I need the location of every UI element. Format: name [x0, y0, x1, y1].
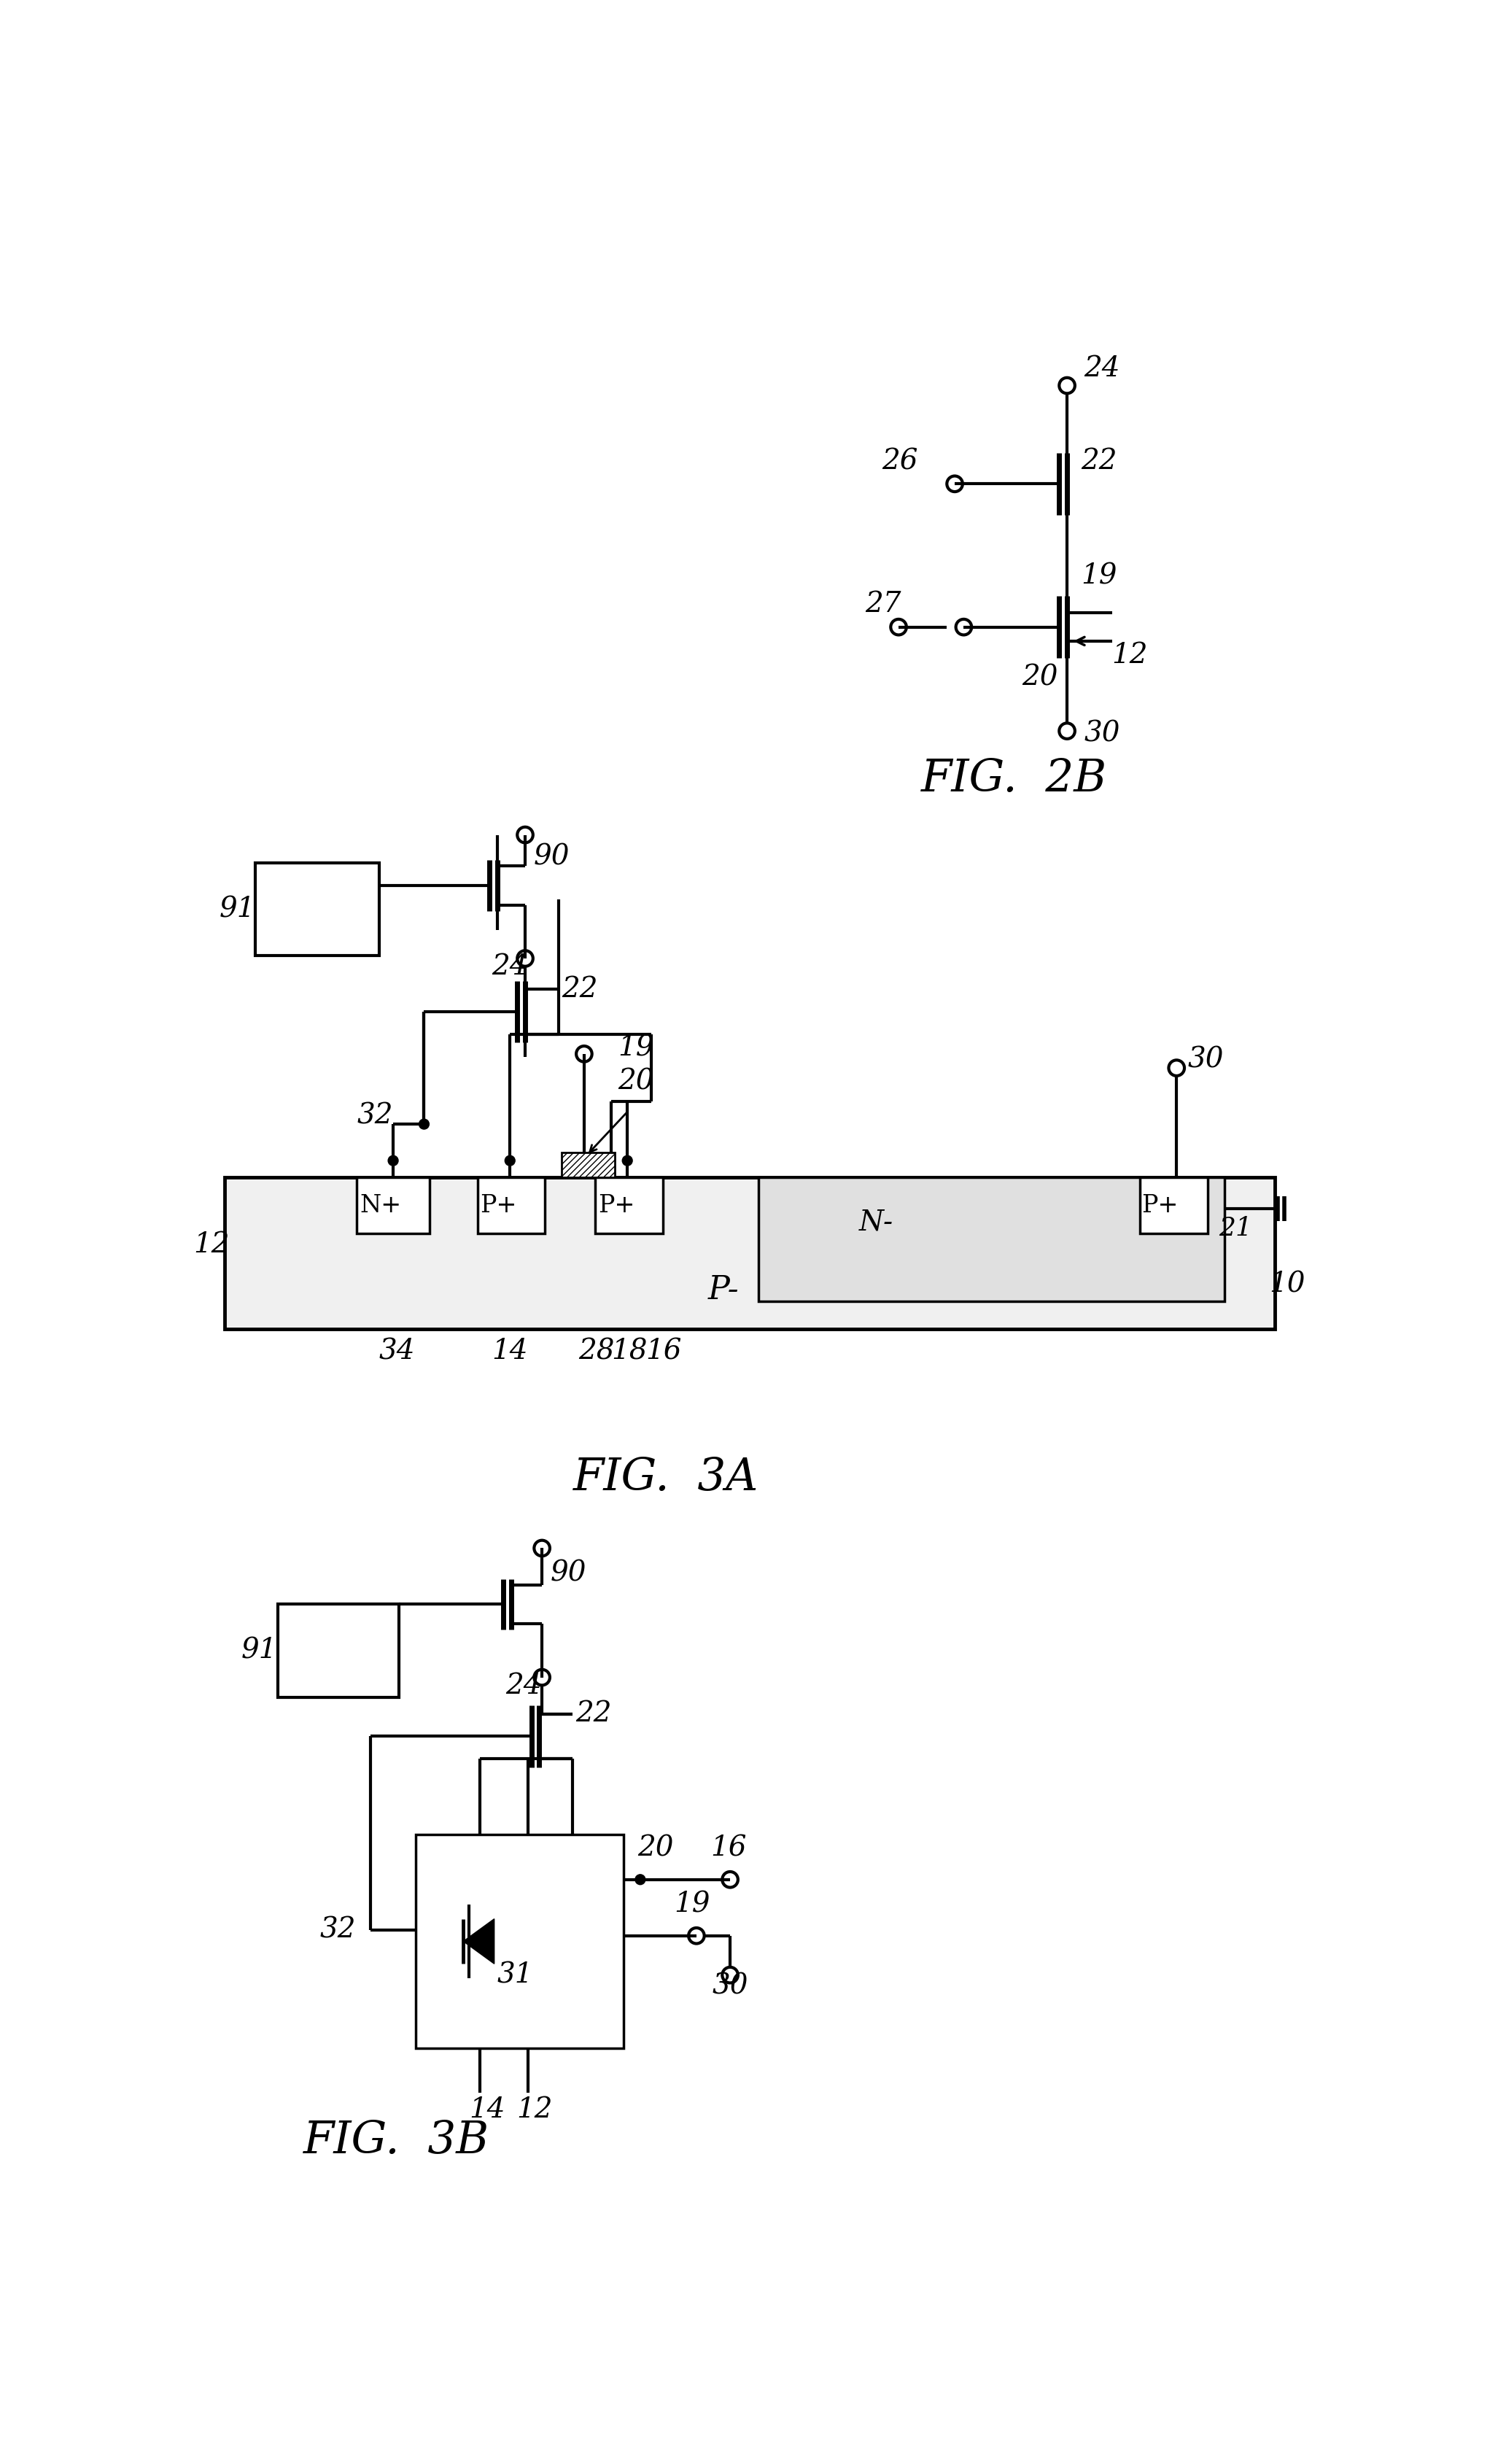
- Text: 19: 19: [674, 1892, 710, 1919]
- Bar: [357, 1178, 430, 1234]
- Text: N-: N-: [860, 1210, 894, 1237]
- Bar: [478, 1178, 545, 1234]
- Circle shape: [388, 1156, 398, 1165]
- Text: 24: 24: [505, 1673, 542, 1700]
- Circle shape: [505, 1156, 515, 1165]
- Bar: [415, 1836, 623, 2048]
- Circle shape: [622, 1156, 632, 1165]
- Text: P+: P+: [598, 1195, 635, 1217]
- Text: P+: P+: [1141, 1195, 1177, 1217]
- Bar: [225, 1178, 1275, 1328]
- Bar: [279, 1604, 398, 1698]
- Text: 30: 30: [1085, 719, 1121, 747]
- Text: 31: 31: [497, 1961, 533, 1988]
- Text: 28: 28: [578, 1338, 614, 1365]
- Text: FIG.  3B: FIG. 3B: [303, 2119, 490, 2163]
- Text: 24: 24: [1085, 355, 1121, 382]
- Text: 12: 12: [517, 2097, 553, 2124]
- Text: 19: 19: [617, 1035, 655, 1062]
- Text: 20: 20: [638, 1836, 674, 1863]
- Text: 30: 30: [712, 1974, 748, 2001]
- Text: 16: 16: [646, 1338, 682, 1365]
- Text: 14: 14: [469, 2097, 505, 2124]
- Text: 91: 91: [219, 897, 255, 924]
- Text: 30: 30: [1188, 1047, 1224, 1072]
- Text: N+: N+: [360, 1195, 401, 1217]
- Text: 20: 20: [617, 1069, 655, 1096]
- Bar: [595, 1178, 662, 1234]
- Text: 10: 10: [1269, 1271, 1305, 1299]
- Bar: [1140, 1178, 1207, 1234]
- Text: 12: 12: [1112, 641, 1147, 668]
- Bar: [758, 1178, 1224, 1301]
- Text: 19: 19: [1082, 562, 1118, 589]
- Text: 12: 12: [193, 1232, 229, 1259]
- Text: P+: P+: [481, 1195, 517, 1217]
- Text: 22: 22: [575, 1700, 611, 1727]
- Text: 90: 90: [533, 843, 569, 870]
- Text: 32: 32: [321, 1917, 357, 1944]
- Text: 20: 20: [1022, 665, 1058, 690]
- Text: 22: 22: [1082, 448, 1118, 476]
- Bar: [562, 1153, 616, 1178]
- Text: 27: 27: [864, 591, 900, 618]
- Circle shape: [419, 1119, 428, 1129]
- Text: 24: 24: [491, 954, 527, 981]
- Text: P-: P-: [707, 1274, 739, 1306]
- Text: 18: 18: [611, 1338, 647, 1365]
- Circle shape: [635, 1875, 646, 1885]
- Text: 34: 34: [379, 1338, 415, 1365]
- Text: 22: 22: [562, 976, 598, 1003]
- Text: 16: 16: [710, 1836, 746, 1863]
- Polygon shape: [463, 1919, 494, 1964]
- Text: FIG.  3A: FIG. 3A: [572, 1456, 758, 1501]
- Text: FIG.  2B: FIG. 2B: [921, 756, 1107, 801]
- Text: 14: 14: [491, 1338, 527, 1365]
- Text: 26: 26: [882, 448, 918, 476]
- Text: 21: 21: [1219, 1215, 1252, 1239]
- Text: 90: 90: [550, 1560, 587, 1587]
- Text: 91: 91: [241, 1639, 277, 1666]
- Text: 32: 32: [357, 1101, 392, 1129]
- Bar: [256, 862, 379, 956]
